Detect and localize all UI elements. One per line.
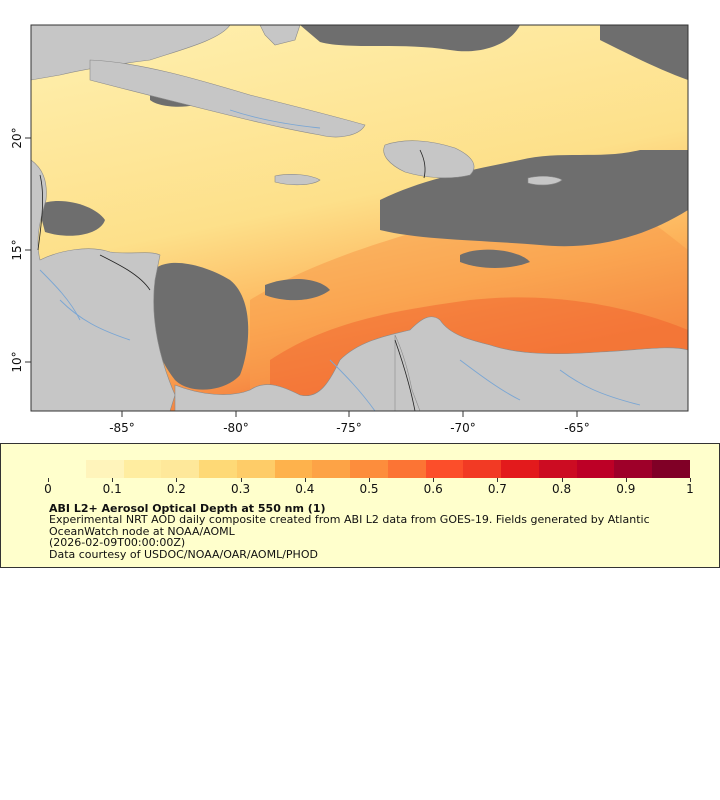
colorbar-swatch	[425, 460, 464, 478]
colorbar-tick	[625, 478, 627, 482]
legend-line: (2026-02-09T00:00:00Z)	[49, 536, 186, 549]
colorbar-label: 0.8	[552, 482, 572, 496]
landmasses	[31, 25, 688, 411]
lat-label: 20°	[10, 127, 24, 148]
colorbar-swatch	[652, 460, 691, 478]
colorbar-tick	[433, 478, 435, 482]
colorbar-label: 0.6	[423, 482, 443, 496]
legend-line: Experimental NRT AOD daily composite cre…	[49, 513, 650, 526]
colorbar-swatch	[85, 460, 124, 478]
aod-map: -85° -80° -75° -70° -65° 20° 15° 10°	[10, 24, 689, 435]
map-frame	[30, 24, 689, 412]
colorbar-tick	[304, 478, 306, 482]
borders	[37, 149, 426, 411]
colorbar-label: 0	[44, 482, 52, 496]
colorbar-tick	[48, 478, 49, 482]
colorbar-tick	[240, 478, 242, 482]
colorbar-swatch	[387, 460, 426, 478]
colorbar-label: 1	[686, 482, 694, 496]
colorbar-swatch	[350, 460, 388, 478]
colorbar-swatch	[48, 460, 86, 478]
legend-line: OceanWatch node at NOAA/AOML	[49, 524, 235, 538]
colorbar-swatch	[199, 460, 237, 478]
lon-label: -70°	[450, 421, 476, 435]
colorbar-swatch	[161, 460, 200, 478]
lon-label: -85°	[109, 421, 135, 435]
lon-label: -65°	[564, 421, 590, 435]
colorbar	[48, 460, 691, 478]
lon-ticks	[25, 137, 578, 417]
colorbar-label: 0.2	[166, 482, 186, 496]
legend-description: Experimental NRT AOD daily composite cre…	[49, 514, 689, 560]
colorbar-tick	[176, 478, 178, 482]
lon-label: -75°	[336, 421, 362, 435]
legend-panel: ABI L2+ Aerosol Optical Depth at 550 nm …	[0, 443, 720, 568]
colorbar-label: 0.3	[231, 482, 251, 496]
colorbar-swatch	[463, 460, 502, 478]
map-plot-area	[31, 25, 688, 411]
colorbar-tick	[112, 478, 114, 482]
colorbar-tick	[690, 478, 691, 482]
colorbar-label: 0.1	[102, 482, 122, 496]
lat-label: 10°	[10, 351, 24, 372]
colorbar-label: 0.9	[616, 482, 636, 496]
colorbar-tick	[497, 478, 499, 482]
colorbar-swatch	[501, 460, 539, 478]
legend-line: Data courtesy of USDOC/NOAA/OAR/AOML/PHO…	[49, 547, 318, 561]
colorbar-label: 0.7	[487, 482, 507, 496]
legend-title: ABI L2+ Aerosol Optical Depth at 550 nm …	[49, 502, 326, 515]
colorbar-tick	[369, 478, 370, 482]
no-data-regions	[38, 25, 688, 390]
colorbar-swatch	[312, 460, 351, 478]
colorbar-swatch	[576, 460, 615, 478]
lat-label: 15°	[10, 239, 24, 260]
colorbar-swatch	[538, 460, 577, 478]
colorbar-swatch	[274, 460, 313, 478]
colorbar-swatch	[236, 460, 275, 478]
colorbar-label: 0.5	[359, 482, 379, 496]
colorbar-tick	[561, 478, 563, 482]
colorbar-label: 0.4	[295, 482, 315, 496]
lon-label: -80°	[223, 421, 249, 435]
colorbar-swatch	[614, 460, 653, 478]
rivers	[39, 109, 641, 411]
colorbar-swatch	[123, 460, 162, 478]
